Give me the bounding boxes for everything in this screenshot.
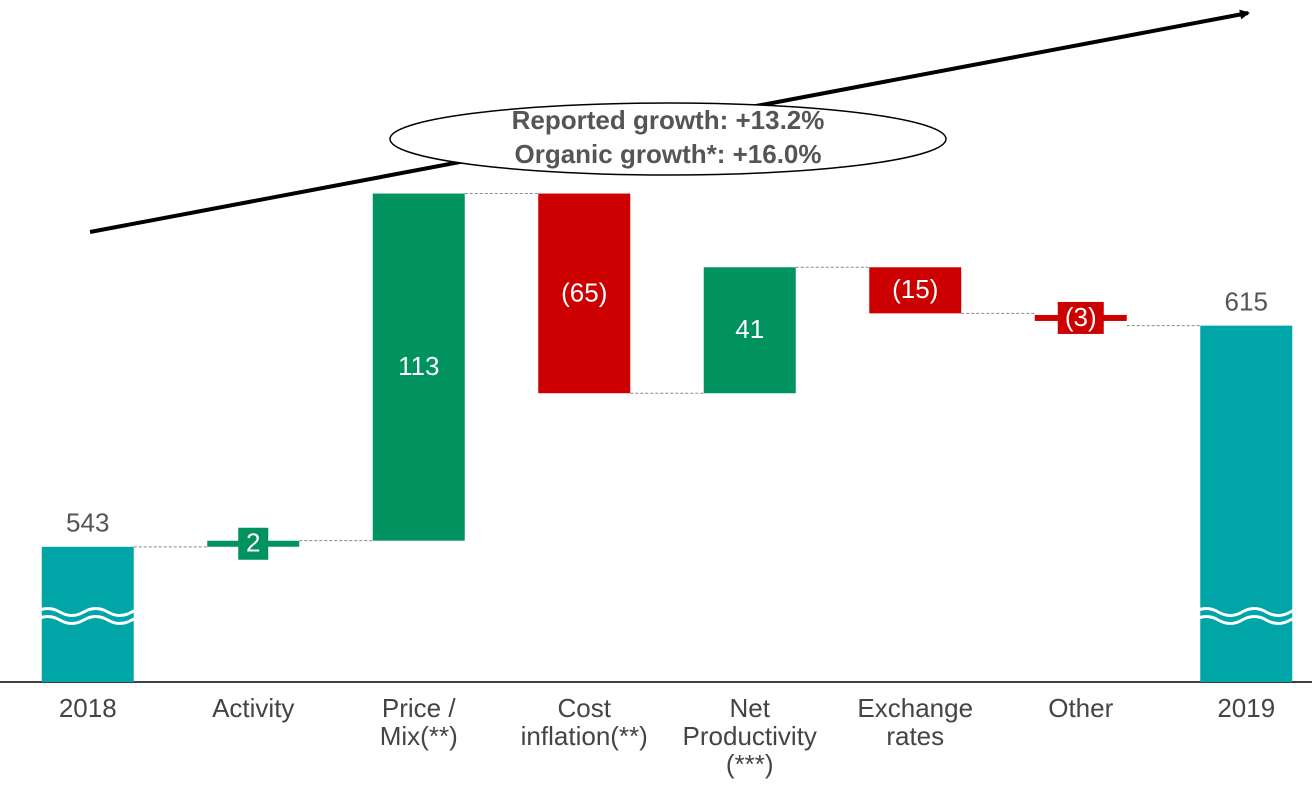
x-tick-label: Activity xyxy=(212,693,294,723)
bar xyxy=(1200,325,1293,682)
value-label: 615 xyxy=(1225,287,1268,317)
x-tick-label: 2019 xyxy=(1217,693,1275,723)
value-label: 2 xyxy=(246,528,260,558)
bar xyxy=(703,267,796,394)
x-tick-label: Mix(**) xyxy=(380,721,458,751)
annotation: Reported growth: +13.2% xyxy=(512,105,825,135)
x-tick-label: Price / xyxy=(382,693,456,723)
annotation-ellipse xyxy=(389,102,947,176)
bar xyxy=(372,193,465,541)
value-label: 41 xyxy=(735,314,764,344)
value-label: 113 xyxy=(398,351,439,381)
axis-break xyxy=(34,607,157,625)
value-label: 543 xyxy=(66,508,109,538)
annotation: Organic growth*: +16.0% xyxy=(514,139,821,169)
x-tick-label: Productivity xyxy=(683,721,817,751)
x-tick-label: 2018 xyxy=(59,693,117,723)
value-label: (65) xyxy=(561,277,607,307)
x-tick-label: Cost xyxy=(558,693,612,723)
x-tick-label: inflation(**) xyxy=(521,721,648,751)
label-box xyxy=(1057,301,1104,334)
bar xyxy=(538,193,631,394)
axis-break xyxy=(1193,607,1312,625)
bar xyxy=(869,267,962,314)
x-tick-label: Net xyxy=(730,693,771,723)
x-tick-label: Other xyxy=(1048,693,1113,723)
value-label: (3) xyxy=(1065,302,1097,332)
value-label: (15) xyxy=(892,274,938,304)
x-tick-label: rates xyxy=(886,721,944,751)
x-tick-label: (***) xyxy=(726,749,774,779)
x-tick-label: Exchange xyxy=(857,693,973,723)
label-box xyxy=(238,527,269,560)
